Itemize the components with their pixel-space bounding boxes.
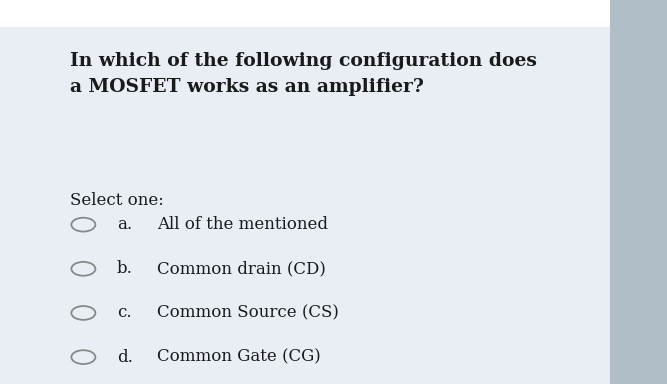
Text: b.: b. — [117, 260, 133, 277]
Text: c.: c. — [117, 305, 131, 321]
Text: Common drain (CD): Common drain (CD) — [157, 260, 325, 277]
Text: Common Gate (CG): Common Gate (CG) — [157, 349, 321, 366]
Text: All of the mentioned: All of the mentioned — [157, 216, 327, 233]
Bar — [0, 0, 610, 27]
Text: Common Source (CS): Common Source (CS) — [157, 305, 339, 321]
Text: Select one:: Select one: — [70, 192, 164, 209]
Text: d.: d. — [117, 349, 133, 366]
Bar — [610, 0, 667, 384]
Text: In which of the following configuration does
a MOSFET works as an amplifier?: In which of the following configuration … — [70, 52, 537, 96]
Text: a.: a. — [117, 216, 132, 233]
